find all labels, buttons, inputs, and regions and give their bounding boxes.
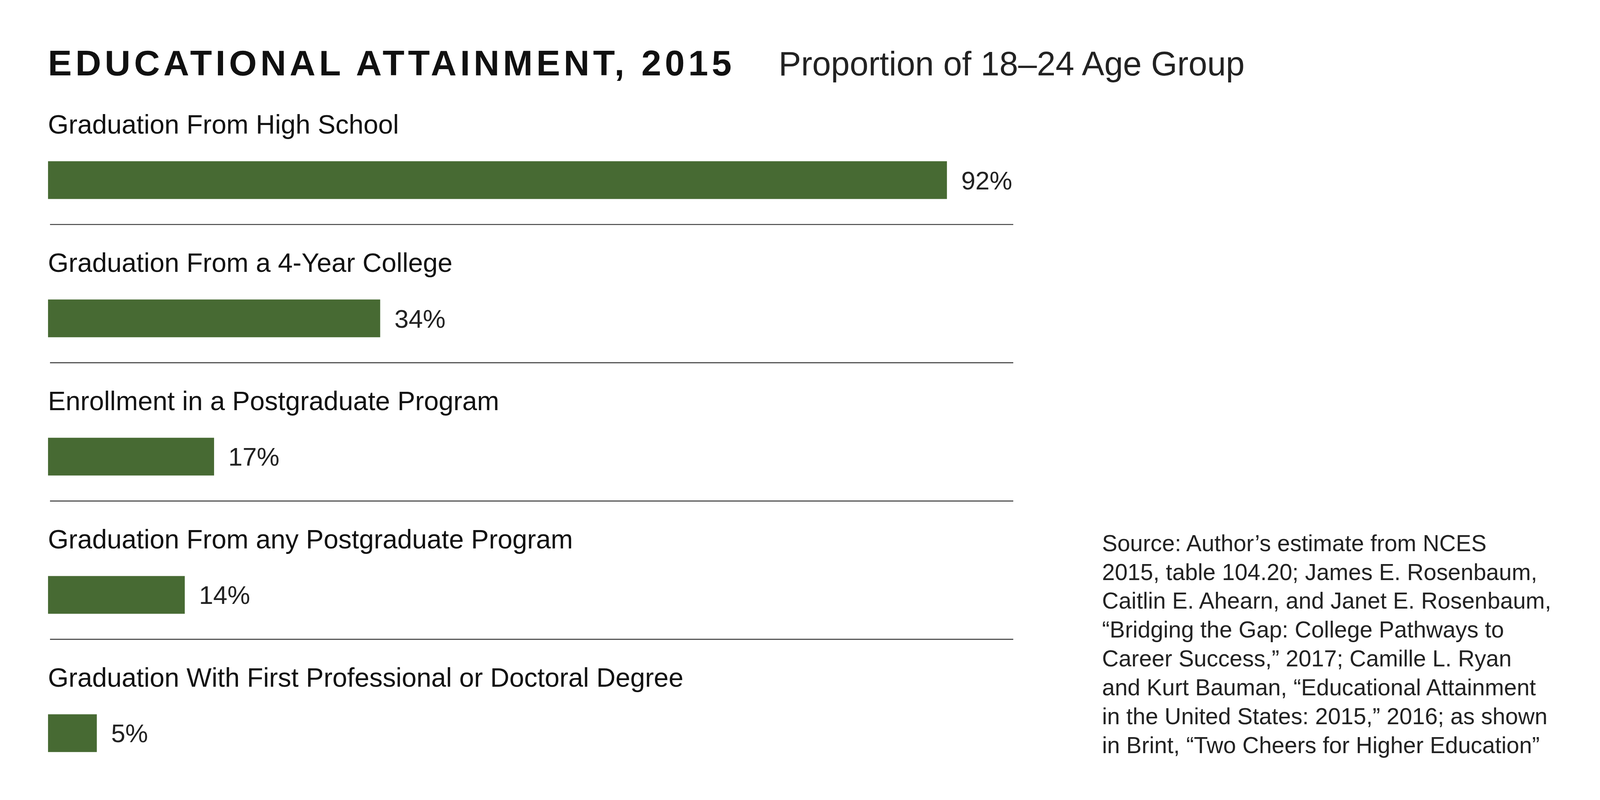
source-note: Caitlin E. Ahearn, and Janet E. Rosenbau… [1101, 587, 1552, 614]
separator [50, 362, 1014, 364]
subtitle: Proportion of 18–24 Age Group [778, 44, 1245, 83]
data-label: 14% [199, 580, 251, 610]
bar [48, 161, 947, 200]
data-label: 5% [110, 719, 148, 748]
chart: EDUCATIONAL ATTAINMENT, 2015 Proportion o… [0, 0, 1600, 800]
category-label: Graduation With First Professional or Do… [48, 662, 684, 693]
data-label: 92% [961, 166, 1013, 195]
source-note: Source: Author’s estimate from NCES [1101, 530, 1487, 556]
bar [48, 576, 185, 615]
category-label: Enrollment in a Postgraduate Program [48, 386, 500, 416]
source-note: in Brint, “Two Cheers for Higher Educati… [1101, 732, 1540, 758]
source-note: 2015, table 104.20; James E. Rosenbaum, [1101, 559, 1538, 585]
bar [48, 437, 215, 476]
source-note: “Bridging the Gap: College Pathways to [1101, 616, 1504, 643]
background [0, 0, 1600, 800]
title: EDUCATIONAL ATTAINMENT, 2015 [48, 42, 736, 83]
category-label: Graduation From a 4-Year College [48, 248, 453, 278]
bar [48, 714, 97, 753]
labels: Graduation From High School 92% Graduation… [48, 109, 1013, 748]
separator [50, 223, 1014, 225]
separator [50, 500, 1014, 502]
source-note: in the United States: 2015,” 2016; as sh… [1101, 703, 1548, 729]
bars [48, 161, 947, 752]
data-label: 34% [394, 304, 446, 334]
category-label: Graduation From High School [48, 109, 399, 140]
bar [48, 299, 381, 338]
source-note: and Kurt Bauman, “Educational Attainment [1101, 674, 1536, 700]
separator [50, 638, 1014, 640]
source-note: Career Success,” 2017; Camille L. Ryan [1101, 645, 1512, 672]
category-label: Graduation From any Postgraduate Program [48, 524, 574, 554]
data-label: 17% [228, 442, 280, 472]
